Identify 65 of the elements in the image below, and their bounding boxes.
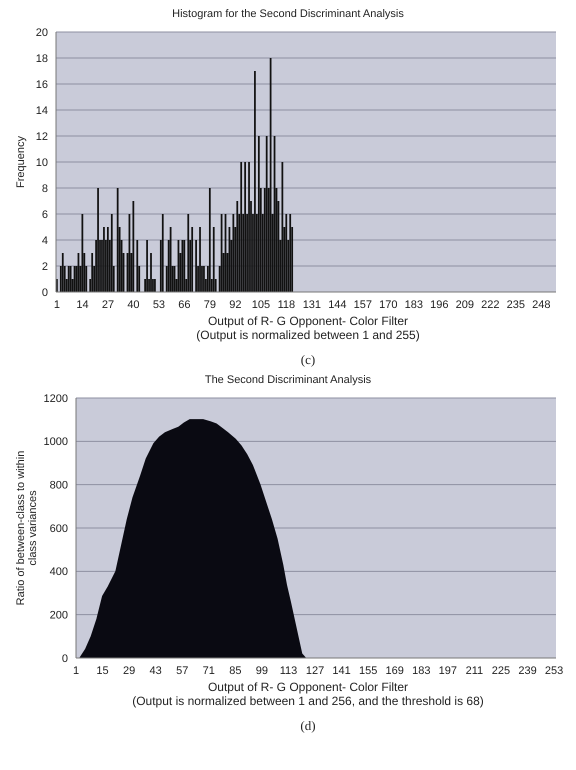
y-tick-label: 12: [36, 130, 48, 143]
x-tick-label: 197: [438, 664, 458, 677]
x-tick-label: 253: [544, 664, 564, 677]
y-tick-label: 4: [42, 234, 48, 247]
x-tick-label: 157: [354, 298, 372, 311]
x-tick-label: 79: [204, 298, 216, 311]
text: (d): [299, 718, 317, 734]
y-tick-label: 2: [42, 260, 48, 273]
y-tick-label: 1000: [44, 436, 68, 448]
x-tick-label: 225: [492, 664, 510, 677]
y-axis-title: Frequency: [15, 136, 27, 188]
x-tick-label: 71: [202, 664, 215, 677]
x-tick-label: 183: [412, 664, 430, 677]
y-tick-label: 16: [36, 78, 48, 91]
x-tick-label: 105: [252, 298, 270, 311]
x-tick-label: 1: [72, 664, 80, 677]
x-tick-label: 222: [481, 298, 500, 311]
x-tick-label: 235: [506, 298, 525, 311]
y-tick-label: 8: [42, 182, 48, 195]
y-tick-label: 0: [42, 286, 48, 299]
x-tick-label: 85: [229, 664, 242, 677]
chart-title: The Second Discriminant Analysis: [204, 374, 372, 386]
y-tick-label: 400: [50, 566, 68, 578]
x-tick-label: 248: [532, 298, 550, 311]
x-tick-label: 131: [302, 298, 322, 311]
x-tick-label: 209: [456, 298, 474, 311]
y-tick-label: 0: [62, 652, 68, 665]
x-tick-label: 127: [306, 664, 324, 677]
y-tick-label: 200: [50, 610, 68, 622]
x-tick-label: 40: [127, 298, 140, 311]
x-tick-label: 239: [518, 664, 537, 677]
y-tick-label: 1200: [44, 392, 68, 405]
x-tick-label: 183: [404, 298, 424, 311]
y-tick-label: 20: [36, 26, 48, 39]
x-tick-label: 57: [176, 664, 188, 677]
x-tick-label: 196: [430, 298, 449, 311]
x-tick-label: 1: [54, 298, 60, 311]
chart-title: Histogram for the Second Discriminant Analysis: [171, 8, 405, 20]
y-axis-title: Ratio of between-class to within class variances: [15, 450, 39, 606]
x-tick-label: 141: [332, 664, 351, 677]
x-tick-label: 170: [379, 298, 398, 311]
x-axis-title: Output of R- G Opponent- Color Filter (Output is normalized between 1 and 256, and the threshold is 68): [131, 680, 485, 708]
x-tick-label: 27: [102, 298, 114, 311]
x-tick-label: 53: [152, 298, 166, 311]
x-tick-label: 144: [328, 298, 347, 311]
x-tick-label: 113: [280, 664, 298, 677]
x-tick-label: 15: [96, 664, 109, 677]
y-tick-label: 6: [42, 208, 48, 221]
x-tick-label: 92: [229, 298, 242, 311]
x-tick-label: 43: [150, 664, 162, 677]
y-tick-label: 600: [50, 522, 68, 535]
x-tick-label: 118: [278, 298, 296, 311]
y-tick-label: 14: [36, 104, 48, 117]
y-tick-label: 18: [36, 52, 48, 65]
y-tick-label: 10: [36, 156, 48, 169]
x-tick-label: 99: [256, 664, 268, 677]
x-tick-label: 66: [178, 298, 191, 311]
x-tick-label: 169: [386, 664, 404, 677]
x-tick-label: 211: [466, 664, 484, 677]
x-tick-label: 14: [76, 298, 89, 311]
y-tick-label: 800: [50, 480, 68, 492]
x-axis-title: Output of R- G Opponent- Color Filter (Output is normalized between 1 and 255): [195, 314, 421, 342]
x-tick-label: 155: [358, 664, 378, 677]
text: (c): [300, 352, 316, 368]
x-tick-label: 29: [123, 664, 136, 677]
